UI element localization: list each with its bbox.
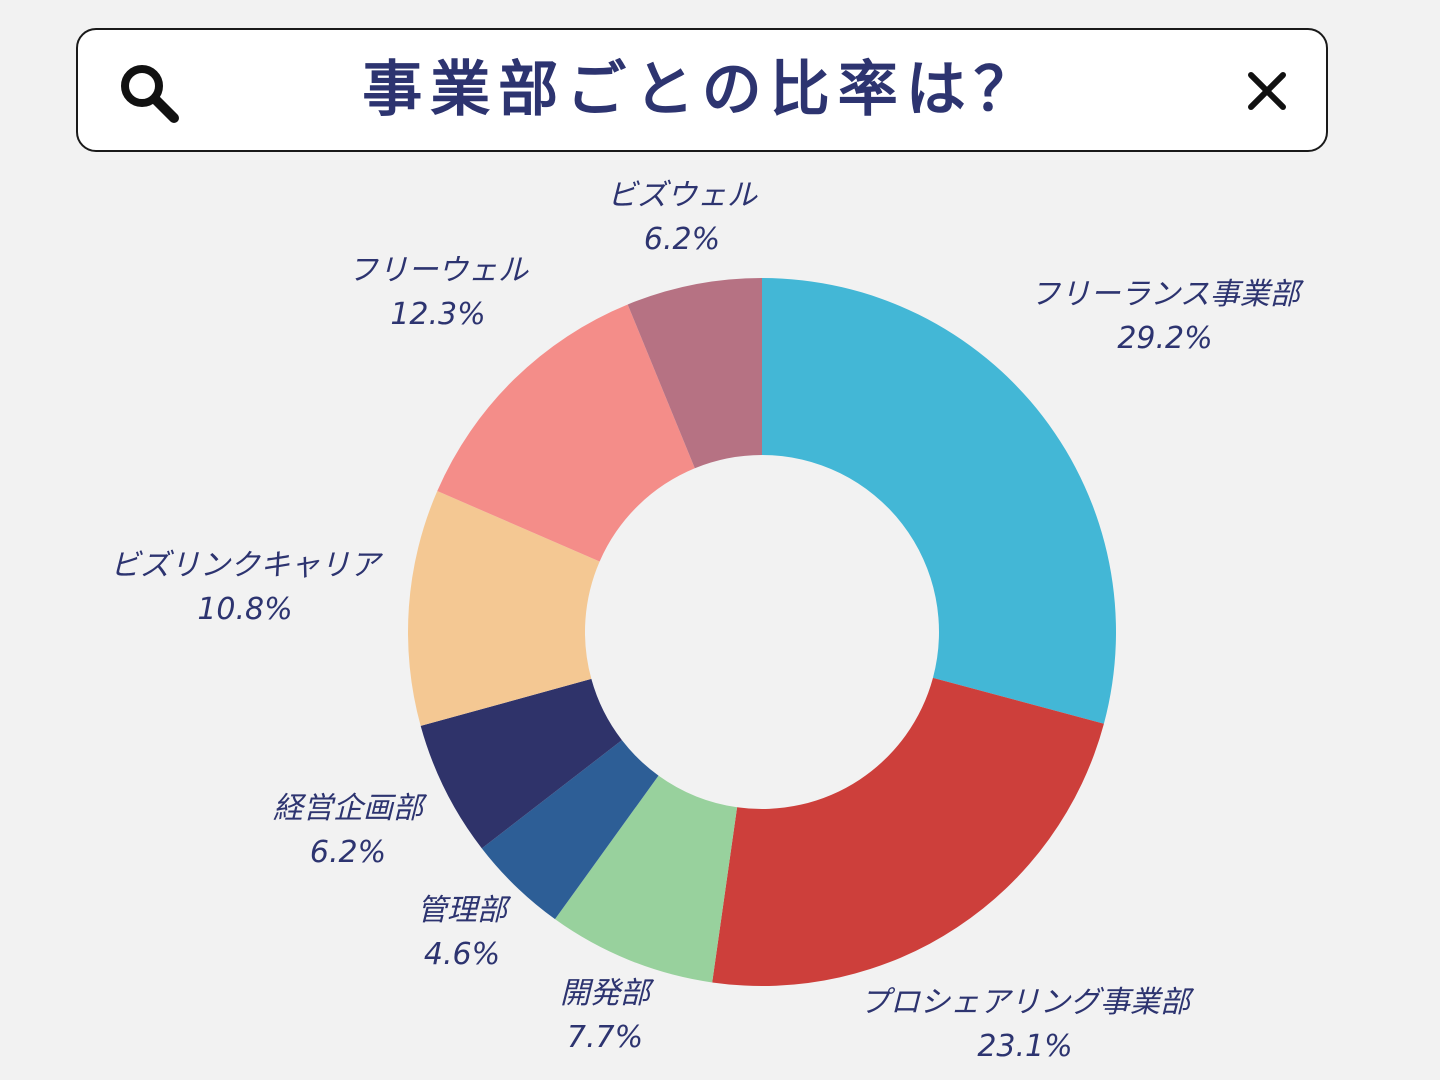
slice-5[interactable] xyxy=(420,678,622,849)
slice-label-name: 管理部 xyxy=(417,893,512,928)
slice-label-name: ビズウェル xyxy=(607,178,758,213)
search-bar[interactable]: 事業部ごとの比率は？ xyxy=(76,28,1328,152)
slice-label-value: 4.6% xyxy=(424,937,500,972)
slice-label-value: 6.2% xyxy=(644,222,720,257)
slice-label-value: 29.2% xyxy=(1117,321,1212,356)
slice-3[interactable] xyxy=(555,775,738,983)
slice-4[interactable] xyxy=(481,740,659,920)
slice-label-name: プロシェアリング事業部 xyxy=(860,985,1195,1020)
slice-label-value: 12.3% xyxy=(390,297,485,332)
slice-label-value: 7.7% xyxy=(567,1020,643,1055)
search-icon xyxy=(121,65,179,123)
slice-7[interactable] xyxy=(437,304,695,562)
slice-2[interactable] xyxy=(712,677,1104,986)
slice-8[interactable] xyxy=(627,278,762,469)
slice-label-name: ビズリンクキャリア xyxy=(110,548,384,583)
close-icon[interactable] xyxy=(1246,70,1288,112)
slice-label-value: 23.1% xyxy=(977,1029,1072,1064)
slice-label-name: フリーランス事業部 xyxy=(1030,277,1304,312)
slice-label-name: 経営企画部 xyxy=(273,791,428,826)
slice-label-name: 開発部 xyxy=(560,976,655,1011)
slice-6[interactable] xyxy=(408,491,600,726)
slice-label-value: 10.8% xyxy=(197,592,292,627)
slice-1[interactable] xyxy=(762,278,1116,724)
slice-label-name: フリーウェル xyxy=(348,253,529,288)
slice-label-value: 6.2% xyxy=(310,835,386,870)
search-query[interactable]: 事業部ごとの比率は？ xyxy=(362,55,1042,125)
